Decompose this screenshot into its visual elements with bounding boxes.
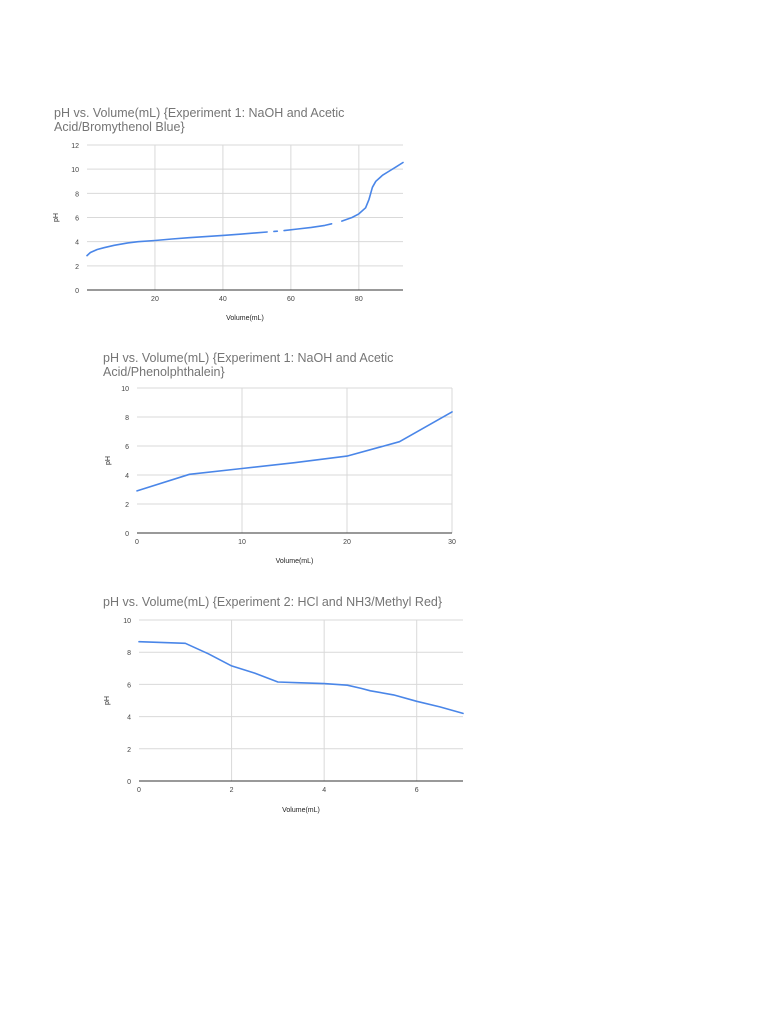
- chart-title: pH vs. Volume(mL) {Experiment 1: NaOH an…: [54, 106, 345, 134]
- x-tick-label: 2: [230, 787, 234, 794]
- series-line-segment: [138, 640, 464, 715]
- y-axis-label: pH: [104, 696, 111, 705]
- y-tick-label: 2: [75, 264, 79, 271]
- y-tick-label: 6: [127, 682, 131, 689]
- y-axis-label: pH: [105, 456, 112, 465]
- chart-panel-2: pH vs. Volume(mL) {Experiment 1: NaOH an…: [93, 343, 465, 575]
- y-tick-label: 8: [125, 415, 129, 422]
- y-tick-label: 10: [121, 386, 129, 393]
- chart-svg: 0 2 4 6 8 10 0 2 4 6 Volume(mL) pH: [104, 618, 464, 814]
- y-tick-label: 0: [75, 288, 79, 295]
- x-tick-label: 40: [219, 296, 227, 303]
- x-tick-label: 60: [287, 296, 295, 303]
- y-tick-label: 10: [123, 618, 131, 625]
- chart-panel-3: pH vs. Volume(mL) {Experiment 2: HCl and…: [93, 590, 465, 826]
- x-axis-label: Volume(mL): [276, 558, 314, 565]
- y-tick-label: 8: [127, 650, 131, 657]
- x-axis-label: Volume(mL): [226, 315, 264, 322]
- x-axis-label: Volume(mL): [282, 807, 320, 814]
- y-tick-label: 10: [71, 167, 79, 174]
- y-tick-label: 6: [75, 216, 79, 223]
- chart-panel-1: pH vs. Volume(mL) {Experiment 1: NaOH an…: [43, 101, 413, 331]
- chart-svg: 0 2 4 6 8 10 12 20 40 60 80 Volume(mL) pH: [53, 143, 404, 322]
- series-line-segment: [136, 411, 453, 492]
- x-tick-label: 0: [135, 539, 139, 546]
- chart-title: pH vs. Volume(mL) {Experiment 2: HCl and…: [103, 595, 443, 609]
- y-tick-label: 4: [75, 240, 79, 247]
- x-tick-label: 20: [151, 296, 159, 303]
- y-tick-label: 4: [125, 473, 129, 480]
- x-tick-label: 0: [137, 787, 141, 794]
- chart-svg: 0 2 4 6 8 10 0 10 20 30 Volume(mL) pH: [105, 386, 456, 565]
- x-tick-label: 80: [355, 296, 363, 303]
- y-axis-label: pH: [53, 213, 60, 222]
- x-tick-label: 30: [448, 539, 456, 546]
- y-tick-label: 0: [125, 531, 129, 538]
- y-tick-label: 4: [127, 715, 131, 722]
- x-tick-label: 20: [343, 539, 351, 546]
- series-line-segment: [283, 223, 333, 232]
- y-tick-label: 6: [125, 444, 129, 451]
- chart-title: pH vs. Volume(mL) {Experiment 1: NaOH an…: [103, 351, 394, 379]
- series-line-segment: [340, 161, 404, 222]
- x-tick-label: 10: [238, 539, 246, 546]
- y-tick-label: 2: [125, 502, 129, 509]
- series-line-segment: [86, 231, 268, 257]
- x-tick-label: 4: [322, 787, 326, 794]
- y-tick-label: 12: [71, 143, 79, 150]
- y-tick-label: 0: [127, 779, 131, 786]
- x-tick-label: 6: [415, 787, 419, 794]
- y-tick-label: 8: [75, 191, 79, 198]
- y-tick-label: 2: [127, 747, 131, 754]
